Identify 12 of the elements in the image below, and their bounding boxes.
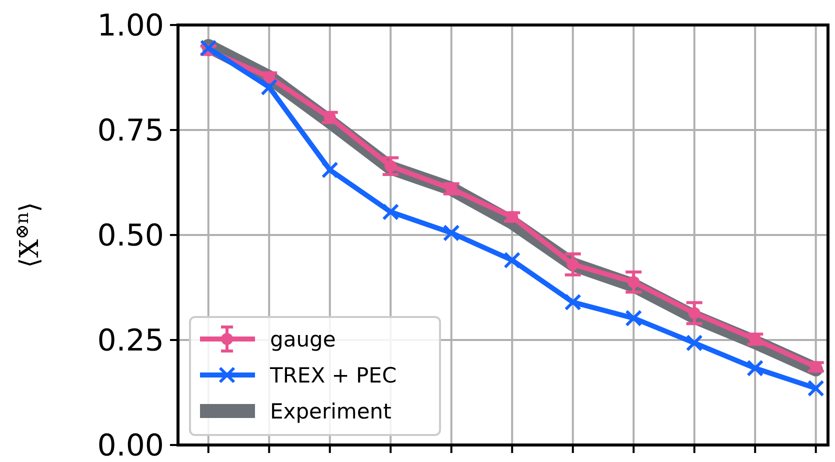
point (628, 276, 640, 288)
point (384, 160, 397, 172)
y-tick-label: 0.50 (97, 218, 164, 254)
y-tick-label: 1.00 (97, 8, 164, 44)
legend-label: Experiment (270, 399, 392, 424)
y-tick-label: 0.25 (97, 324, 164, 358)
point (566, 258, 579, 270)
legend-label: gauge (270, 327, 336, 352)
y-tick-label: 0.00 (97, 428, 164, 462)
legend-label: TREX + PEC (269, 363, 397, 388)
point (688, 307, 700, 320)
y-tick-label: 0.75 (97, 114, 164, 148)
